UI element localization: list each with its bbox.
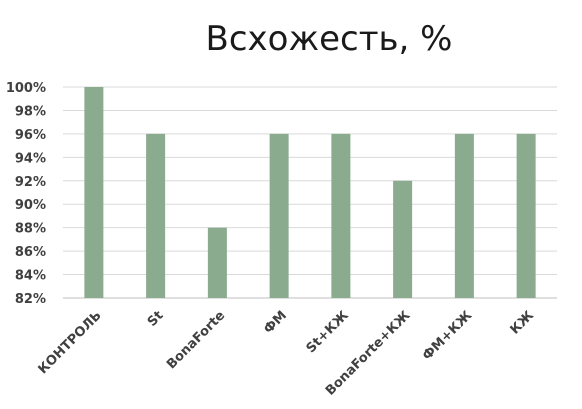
y-tick-label: 98% — [15, 104, 46, 119]
y-tick-label: 88% — [15, 222, 46, 237]
x-tick-label: ФМ+КЖ — [420, 308, 475, 363]
y-tick-label: 86% — [15, 245, 46, 260]
x-tick-label: BonaForte — [164, 308, 228, 372]
y-tick-label: 82% — [15, 292, 46, 307]
gridlines — [63, 86, 557, 299]
chart-title: Всхожесть, % — [206, 19, 453, 59]
bar — [516, 133, 536, 298]
x-tick-label: ФМ — [261, 308, 290, 337]
y-tick-label: 100% — [6, 81, 46, 96]
y-tick-label: 94% — [15, 151, 46, 166]
bar — [454, 133, 474, 298]
bar — [146, 133, 166, 298]
y-tick-label: 84% — [15, 269, 46, 284]
bars — [84, 87, 536, 298]
bar — [207, 227, 227, 298]
x-tick-label: St — [145, 308, 167, 330]
bar — [84, 87, 104, 298]
x-tick-label: КЖ — [508, 308, 537, 337]
bar — [393, 180, 413, 298]
bar — [331, 133, 351, 298]
bar — [269, 133, 289, 298]
y-tick-label: 96% — [15, 128, 46, 143]
x-tick-label: КОНТРОЛЬ — [36, 308, 105, 377]
x-tick-label: St+КЖ — [304, 308, 352, 356]
y-axis-tick-labels: 82% 84% 86% 88% 90% 92% 94% 96% 98% 100% — [6, 81, 46, 307]
y-tick-label: 92% — [15, 175, 46, 190]
y-tick-label: 90% — [15, 198, 46, 213]
